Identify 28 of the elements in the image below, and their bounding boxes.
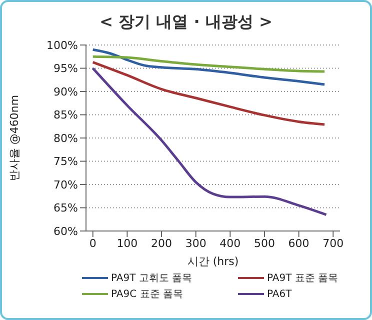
legend-label: PA6T — [267, 288, 292, 300]
x-tick-label: 400 — [220, 236, 241, 250]
y-tick-label: 85% — [54, 108, 78, 122]
legend-label: PA9C 표준 품목 — [111, 288, 183, 301]
y-tick-label: 100% — [46, 38, 78, 52]
chart-title: < 장기 내열 · 내광성 > — [98, 12, 274, 33]
y-axis-title: 반사율 @460nm — [8, 94, 21, 182]
x-tick-label: 200 — [151, 236, 172, 250]
y-tick-label: 65% — [54, 202, 78, 215]
y-tick-label: 70% — [54, 178, 78, 192]
y-tick-label: 90% — [54, 85, 78, 98]
line-series — [92, 60, 326, 126]
line-series — [92, 48, 326, 86]
y-tick-label: 80% — [54, 132, 78, 145]
legend-label: PA9T 표준 품목 — [267, 272, 338, 285]
y-tick-label: 95% — [54, 62, 78, 76]
y-tick-label: 60% — [54, 224, 78, 238]
x-tick-label: 100 — [116, 236, 138, 250]
x-tick-label: 300 — [185, 236, 206, 250]
x-tick-label: 600 — [288, 236, 310, 250]
x-tick-label: 0 — [89, 236, 96, 250]
x-axis-title: 시간 (hrs) — [187, 255, 239, 268]
x-tick-label: 500 — [254, 236, 275, 250]
line-series — [92, 55, 326, 73]
line-series — [92, 67, 328, 216]
y-tick-label: 75% — [54, 155, 78, 168]
x-tick-label: 700 — [322, 236, 344, 250]
legend-label: PA9T 고휘도 품목 — [111, 272, 192, 285]
